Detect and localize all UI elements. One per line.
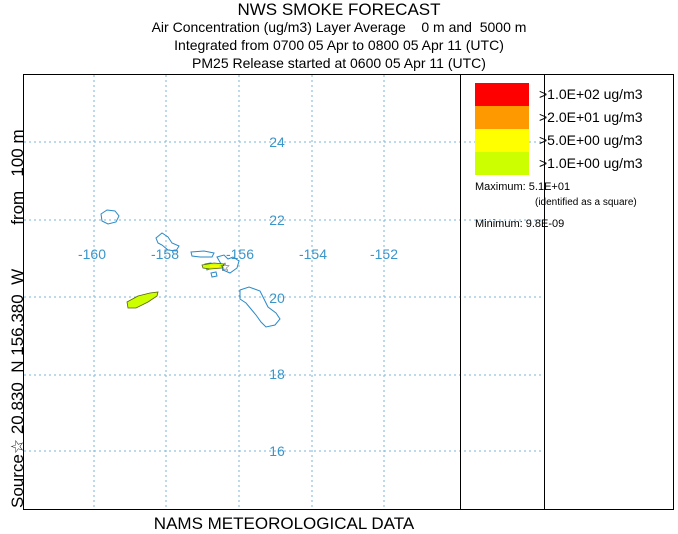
lat-label: 16 [269, 443, 285, 459]
island-kahoolawe [210, 271, 218, 278]
maximum-label: Maximum: [475, 181, 526, 193]
island-kauai [100, 209, 120, 225]
map-canvas: -160 -158 -156 -154 -152 24 22 20 18 16 [24, 75, 544, 509]
legend-label: >1.0E+00 ug/m3 [539, 155, 643, 171]
hawaii-coastlines [100, 209, 281, 328]
legend-swatch [475, 129, 529, 152]
map-panel: -160 -158 -156 -154 -152 24 22 20 18 16 [23, 74, 545, 510]
lon-label: -154 [299, 246, 327, 262]
smoke-plume-drift [126, 291, 159, 309]
minimum-value: 9.8E-09 [525, 218, 565, 230]
lon-label: -152 [370, 246, 398, 262]
island-oahu [155, 232, 180, 252]
legend-label: >2.0E+01 ug/m3 [539, 109, 643, 125]
smoke-plume-core [210, 265, 219, 267]
source-star-icon: ☆ [220, 260, 231, 274]
subtitle-layer: Air Concentration (ug/m3) Layer Average … [151, 19, 527, 35]
lon-label: -156 [226, 246, 254, 262]
subtitle-release: PM25 Release started at 0600 05 Apr 11 (… [192, 55, 486, 71]
maximum-note: (identified as a square) [535, 197, 637, 208]
lon-label: -160 [78, 246, 106, 262]
lat-tick-labels: 24 22 20 18 16 [269, 134, 285, 459]
latitude-gridlines [24, 141, 544, 452]
minimum-stat: Minimum: 9.8E-09 [475, 218, 564, 230]
smoke-plumes [126, 262, 225, 309]
maximum-stat: Maximum: 5.1E+01 [475, 181, 570, 193]
lon-label: -158 [151, 246, 179, 262]
legend-swatch [475, 106, 529, 129]
lon-tick-labels: -160 -158 -156 -154 -152 [78, 246, 398, 262]
meteorological-data-label: NAMS METEOROLOGICAL DATA [153, 514, 415, 533]
lat-label: 22 [269, 212, 285, 228]
longitude-gridlines [93, 75, 385, 509]
legend-swatch [475, 83, 529, 106]
island-hawaii [239, 286, 281, 328]
lat-label: 18 [269, 366, 285, 382]
legend-swatch [475, 152, 529, 175]
legend-label: >5.0E+00 ug/m3 [539, 132, 643, 148]
lat-label: 24 [269, 134, 285, 150]
legend-label: >1.0E+02 ug/m3 [539, 86, 643, 102]
subtitle-integration: Integrated from 0700 05 Apr to 0800 05 A… [174, 37, 504, 53]
legend-panel: >1.0E+02 ug/m3 >2.0E+01 ug/m3 >5.0E+00 u… [460, 74, 674, 510]
minimum-label: Minimum: [475, 218, 523, 230]
lat-label: 20 [269, 290, 285, 306]
main-title: NWS SMOKE FORECAST [237, 0, 441, 19]
maximum-value: 5.1E+01 [528, 181, 571, 193]
island-molokai [190, 250, 215, 258]
